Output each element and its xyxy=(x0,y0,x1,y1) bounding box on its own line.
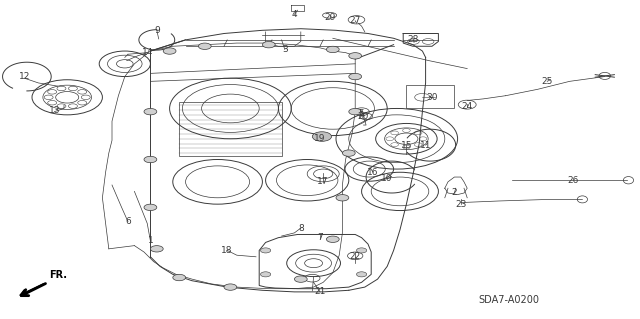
Text: 20: 20 xyxy=(358,112,369,121)
Circle shape xyxy=(349,53,362,59)
Circle shape xyxy=(312,132,332,141)
Text: 26: 26 xyxy=(567,176,579,185)
Text: 6: 6 xyxy=(125,217,131,226)
Text: 24: 24 xyxy=(461,102,473,111)
Circle shape xyxy=(349,73,362,80)
Circle shape xyxy=(356,248,367,253)
Text: 28: 28 xyxy=(407,35,419,44)
Text: 12: 12 xyxy=(19,72,30,81)
Circle shape xyxy=(260,272,271,277)
Text: 16: 16 xyxy=(367,168,379,177)
Text: 5: 5 xyxy=(359,109,364,118)
Circle shape xyxy=(326,46,339,53)
Text: 30: 30 xyxy=(426,93,438,102)
Text: SDA7-A0200: SDA7-A0200 xyxy=(478,295,540,306)
Circle shape xyxy=(224,284,237,290)
Text: 17: 17 xyxy=(317,177,329,186)
Text: 11: 11 xyxy=(420,141,431,150)
Text: 23: 23 xyxy=(455,200,467,209)
Text: FR.: FR. xyxy=(49,270,67,280)
Text: 29: 29 xyxy=(324,13,335,22)
Circle shape xyxy=(163,48,176,54)
Circle shape xyxy=(349,108,362,115)
Circle shape xyxy=(336,195,349,201)
Circle shape xyxy=(144,108,157,115)
Text: 22: 22 xyxy=(349,252,361,261)
Circle shape xyxy=(144,156,157,163)
Text: 19: 19 xyxy=(314,134,326,143)
Circle shape xyxy=(356,272,367,277)
Text: 3: 3 xyxy=(282,45,287,54)
Text: 14: 14 xyxy=(141,48,153,57)
Text: 10: 10 xyxy=(381,174,393,183)
Text: 2: 2 xyxy=(452,189,457,197)
Text: 1: 1 xyxy=(148,236,153,245)
Text: 8: 8 xyxy=(298,224,303,233)
Text: 9: 9 xyxy=(154,26,159,35)
Circle shape xyxy=(294,276,307,282)
Text: 13: 13 xyxy=(49,106,60,115)
Circle shape xyxy=(260,248,271,253)
Text: 18: 18 xyxy=(221,246,233,255)
Text: 27: 27 xyxy=(349,16,361,25)
Circle shape xyxy=(326,236,339,242)
Text: 21: 21 xyxy=(314,287,326,296)
Circle shape xyxy=(150,246,163,252)
Text: 4: 4 xyxy=(292,10,297,19)
Circle shape xyxy=(173,274,186,281)
Circle shape xyxy=(342,150,355,156)
Circle shape xyxy=(198,43,211,49)
Text: 7: 7 xyxy=(317,233,323,242)
Circle shape xyxy=(144,204,157,211)
Text: 15: 15 xyxy=(401,141,412,150)
Text: 25: 25 xyxy=(541,77,553,86)
Circle shape xyxy=(262,41,275,48)
